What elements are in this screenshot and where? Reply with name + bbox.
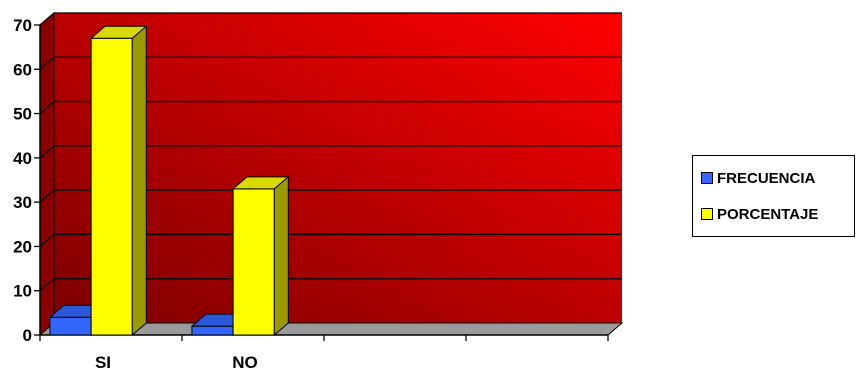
y-tick-label-70: 70 (13, 16, 32, 35)
gridline-40 (39, 145, 622, 159)
bar-front-frecuencia-si (49, 316, 92, 336)
x-tick-label-si: SI (95, 353, 111, 372)
legend-label-porcentaje: PORCENTAJE (717, 205, 819, 223)
y-tick-label-60: 60 (13, 60, 32, 79)
y-tick-label-50: 50 (13, 105, 32, 124)
gridline-10 (39, 278, 622, 292)
y-tick-label-20: 20 (13, 237, 32, 256)
bar-side-porcentaje-si (131, 25, 147, 337)
gridline-60 (39, 56, 622, 70)
legend-swatch-frecuencia (701, 172, 713, 184)
bar-side-porcentaje-no (273, 175, 289, 337)
gridline-50 (39, 100, 622, 115)
bar-front-porcentaje-si (90, 37, 133, 336)
gridline-70 (39, 12, 622, 26)
legend-swatch-porcentaje (701, 208, 713, 220)
legend-item-frecuencia: FRECUENCIA (701, 168, 815, 188)
bar-porcentaje-si (89, 25, 148, 337)
gridline-30 (39, 189, 622, 203)
y-tick-label-30: 30 (13, 193, 32, 212)
y-tick-label-40: 40 (13, 149, 32, 168)
plot-back-wall (54, 13, 622, 323)
plot-side-wall (39, 11, 55, 337)
x-tick-label-no: NO (232, 353, 258, 372)
y-tick-label-0: 0 (23, 326, 32, 345)
y-tick-label-10: 10 (13, 282, 32, 301)
legend-label-frecuencia: FRECUENCIA (717, 169, 816, 187)
bar-front-frecuencia-no (191, 325, 234, 336)
bar-porcentaje-no (231, 175, 290, 337)
gridline-20 (39, 233, 622, 247)
legend-item-porcentaje: PORCENTAJE (701, 204, 818, 224)
bar-front-porcentaje-no (232, 188, 275, 336)
legend: FRECUENCIA PORCENTAJE (692, 155, 855, 237)
